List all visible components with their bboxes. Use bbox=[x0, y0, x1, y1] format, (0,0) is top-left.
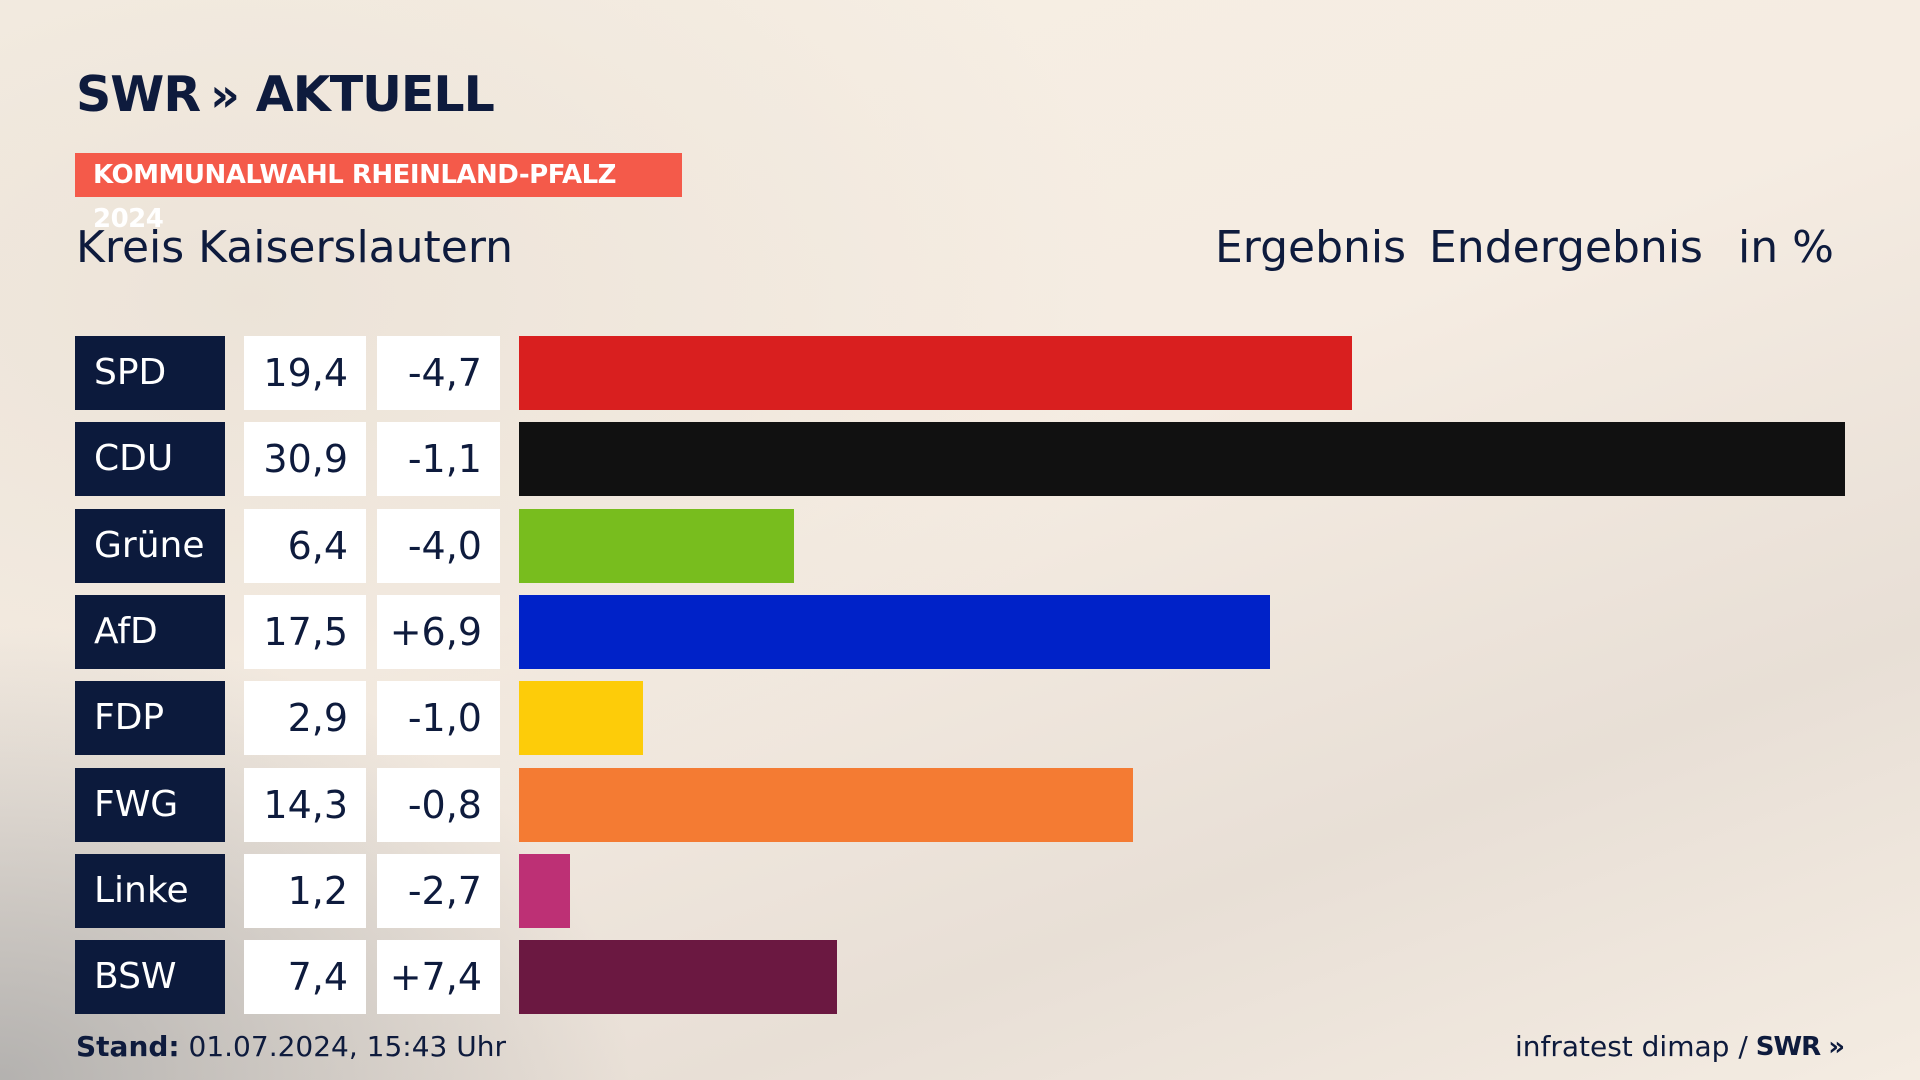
source-text: infratest dimap / bbox=[1514, 1030, 1748, 1063]
party-label: Grüne bbox=[75, 508, 225, 583]
party-label: CDU bbox=[75, 422, 225, 497]
change-value: -0,8 bbox=[377, 767, 500, 842]
change-value: -4,0 bbox=[377, 508, 500, 583]
result-bar bbox=[519, 940, 837, 1015]
column-header-result: Ergebnis bbox=[1215, 222, 1407, 273]
brand-chevron-icon: » bbox=[210, 67, 239, 122]
result-row: FDP 2,9 -1,0 bbox=[75, 681, 1845, 756]
result-value: 19,4 bbox=[244, 336, 366, 410]
party-label: FDP bbox=[75, 681, 225, 756]
change-value: -2,7 bbox=[377, 853, 500, 928]
result-bar bbox=[519, 853, 571, 928]
timestamp: Stand: 01.07.2024, 15:43 Uhr bbox=[76, 1030, 506, 1063]
brand-name: SWR bbox=[76, 66, 201, 123]
change-value: -1,0 bbox=[377, 681, 500, 756]
result-row: CDU 30,9 -1,1 bbox=[75, 422, 1845, 497]
result-row: Linke 1,2 -2,7 bbox=[75, 853, 1845, 928]
column-header-final: Endergebnis bbox=[1429, 222, 1703, 273]
change-value: -1,1 bbox=[377, 422, 500, 497]
result-value: 17,5 bbox=[244, 594, 366, 669]
result-bar bbox=[519, 594, 1270, 669]
column-header-unit: in % bbox=[1738, 222, 1834, 273]
source-credit: infratest dimap / SWR » bbox=[1514, 1030, 1845, 1063]
party-label: AfD bbox=[75, 594, 225, 669]
source-brand: SWR bbox=[1755, 1031, 1821, 1062]
timestamp-label: Stand: bbox=[76, 1030, 180, 1063]
result-value: 14,3 bbox=[244, 767, 366, 842]
result-row: FWG 14,3 -0,8 bbox=[75, 767, 1845, 842]
result-value: 6,4 bbox=[244, 508, 366, 583]
result-bar bbox=[519, 336, 1352, 410]
party-label: SPD bbox=[75, 336, 225, 410]
result-bar bbox=[519, 422, 1845, 497]
result-bar bbox=[519, 767, 1133, 842]
party-label: FWG bbox=[75, 767, 225, 842]
result-row: SPD 19,4 -4,7 bbox=[75, 336, 1845, 410]
result-value: 1,2 bbox=[244, 853, 366, 928]
change-value: +6,9 bbox=[377, 594, 500, 669]
party-label: Linke bbox=[75, 853, 225, 928]
result-value: 2,9 bbox=[244, 681, 366, 756]
timestamp-value: 01.07.2024, 15:43 Uhr bbox=[188, 1030, 506, 1063]
brand-section: AKTUELL bbox=[255, 66, 495, 123]
result-row: Grüne 6,4 -4,0 bbox=[75, 508, 1845, 583]
region-title: Kreis Kaiserslautern bbox=[76, 222, 514, 273]
change-value: +7,4 bbox=[377, 940, 500, 1015]
party-label: BSW bbox=[75, 940, 225, 1015]
election-kicker: KOMMUNALWAHL RHEINLAND-PFALZ 2024 bbox=[75, 153, 682, 234]
result-bar bbox=[519, 681, 644, 756]
swr-aktuell-logo: SWR » AKTUELL bbox=[76, 66, 495, 123]
result-row: BSW 7,4 +7,4 bbox=[75, 940, 1845, 1015]
source-chevron-icon: » bbox=[1828, 1031, 1845, 1062]
result-bar bbox=[519, 508, 794, 583]
result-value: 7,4 bbox=[244, 940, 366, 1015]
change-value: -4,7 bbox=[377, 336, 500, 410]
result-value: 30,9 bbox=[244, 422, 366, 497]
result-row: AfD 17,5 +6,9 bbox=[75, 594, 1845, 669]
